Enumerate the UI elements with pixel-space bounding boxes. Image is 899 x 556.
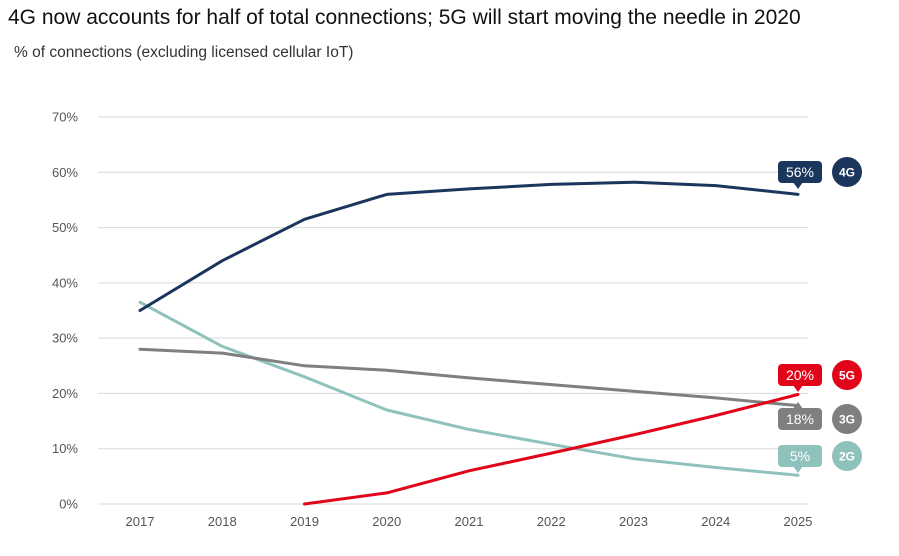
x-tick-label: 2025 — [784, 514, 813, 529]
series-name-label-3g: 3G — [839, 413, 855, 427]
x-tick-label: 2018 — [208, 514, 237, 529]
y-tick-label: 20% — [52, 386, 78, 401]
callout-pointer-3g — [793, 402, 803, 409]
callout-box-3g — [778, 408, 822, 430]
callout-box-2g — [778, 445, 822, 467]
series-line-3g — [138, 347, 800, 408]
y-tick-label: 40% — [52, 275, 78, 290]
y-tick-label: 0% — [59, 497, 78, 512]
x-tick-label: 2019 — [290, 514, 319, 529]
callout-box-5g — [778, 364, 822, 386]
callout-pointer-4g — [793, 182, 803, 189]
y-tick-label: 30% — [52, 331, 78, 346]
x-tick-label: 2017 — [126, 514, 155, 529]
series-line-5g — [303, 393, 800, 506]
x-axis-ticks: 2017 2018 2019 2020 2021 2022 2023 2024 2025 — [126, 514, 813, 529]
chart-subtitle: % of connections (excluding licensed cel… — [14, 44, 354, 61]
y-tick-label: 60% — [52, 165, 78, 180]
y-tick-label: 70% — [52, 110, 78, 125]
series-lines — [138, 180, 800, 506]
callout-pointer-2g — [793, 466, 803, 473]
callout-pointer-5g — [793, 385, 803, 392]
grid-lines — [98, 116, 808, 505]
series-badge-5g — [832, 360, 862, 390]
end-value-label-2g: 5% — [790, 448, 810, 464]
end-value-label-3g: 18% — [786, 411, 814, 427]
y-tick-label: 10% — [52, 441, 78, 456]
series-name-label-5g: 5G — [839, 369, 855, 383]
y-tick-label: 50% — [52, 220, 78, 235]
series-end-labels: 56% 4G 5% 2G 18% 3G 20% 5G — [778, 157, 862, 473]
series-badge-4g — [832, 157, 862, 187]
y-axis-ticks: 0% 10% 20% 30% 40% 50% 60% 70% — [52, 110, 78, 512]
x-tick-label: 2023 — [619, 514, 648, 529]
end-value-label-4g: 56% — [786, 164, 814, 180]
series-badge-3g — [832, 404, 862, 434]
x-tick-label: 2022 — [537, 514, 566, 529]
x-tick-label: 2021 — [455, 514, 484, 529]
series-line-2g — [138, 300, 800, 477]
x-tick-label: 2020 — [372, 514, 401, 529]
series-badge-2g — [832, 441, 862, 471]
end-value-label-5g: 20% — [786, 367, 814, 383]
series-name-label-2g: 2G — [839, 450, 855, 464]
series-name-label-4g: 4G — [839, 166, 855, 180]
x-tick-label: 2024 — [701, 514, 730, 529]
chart-title: 4G now accounts for half of total connec… — [8, 6, 801, 29]
series-line-4g — [138, 180, 800, 312]
callout-box-4g — [778, 161, 822, 183]
